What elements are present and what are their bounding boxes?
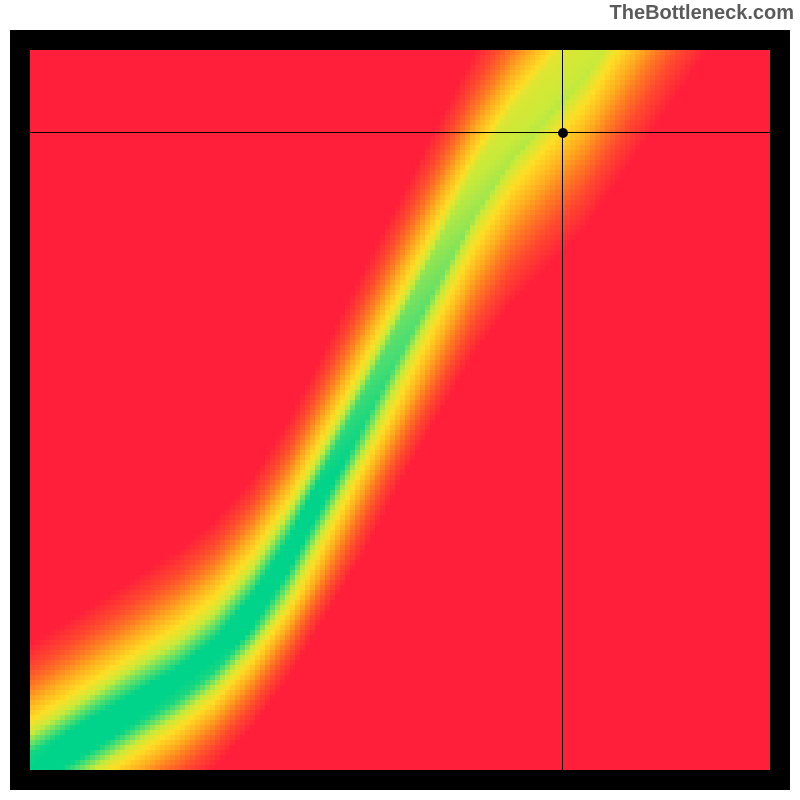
crosshair-marker xyxy=(558,128,568,138)
heatmap-area xyxy=(30,50,770,770)
plot-frame xyxy=(10,30,790,790)
chart-container: TheBottleneck.com xyxy=(0,0,800,800)
crosshair-horizontal xyxy=(30,132,770,133)
attribution-text: TheBottleneck.com xyxy=(610,2,794,25)
heatmap-canvas xyxy=(30,50,770,770)
crosshair-vertical xyxy=(562,50,563,770)
